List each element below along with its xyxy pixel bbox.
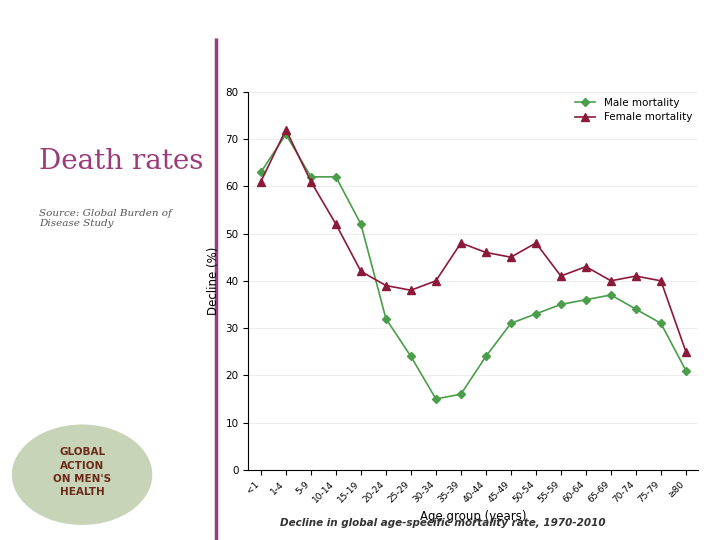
Text: Decline in global age-specific mortality rate, 1970-2010: Decline in global age-specific mortality… bbox=[280, 518, 606, 529]
Legend: Male mortality, Female mortality: Male mortality, Female mortality bbox=[570, 94, 696, 126]
Text: Source: Global Burden of
Disease Study: Source: Global Burden of Disease Study bbox=[39, 208, 172, 228]
X-axis label: Age group (years): Age group (years) bbox=[420, 510, 526, 523]
Text: Death rates: Death rates bbox=[39, 148, 203, 176]
Ellipse shape bbox=[12, 424, 153, 525]
Y-axis label: Decline (%): Decline (%) bbox=[207, 247, 220, 315]
Text: GLOBAL
ACTION
ON MEN'S
HEALTH: GLOBAL ACTION ON MEN'S HEALTH bbox=[53, 448, 111, 497]
